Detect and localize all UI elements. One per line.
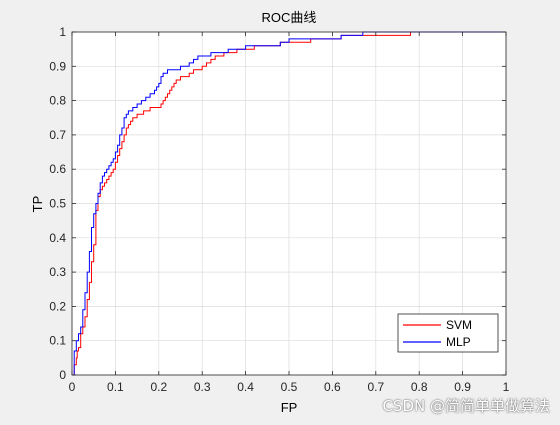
x-tick-label: 1 xyxy=(503,380,510,394)
y-tick-label: 0 xyxy=(59,368,66,382)
y-tick-label: 0.2 xyxy=(49,299,66,313)
x-tick-label: 0.8 xyxy=(411,380,428,394)
watermark: CSDN @简简单单做算法 xyxy=(382,397,550,415)
x-axis-label: FP xyxy=(281,400,298,415)
x-tick-label: 0 xyxy=(69,380,76,394)
legend-item-mlp[interactable]: MLP xyxy=(403,335,471,349)
x-tick-label: 0.1 xyxy=(107,380,124,394)
legend-item-svm[interactable]: SVM xyxy=(403,318,472,332)
x-tick-label: 0.6 xyxy=(324,380,341,394)
y-tick-label: 0.9 xyxy=(49,59,66,73)
legend-box xyxy=(397,313,499,353)
y-tick-label: 0.8 xyxy=(49,94,66,108)
y-tick-label: 0.5 xyxy=(49,197,66,211)
y-tick-label: 0.3 xyxy=(49,265,66,279)
ticks: 0 0.1 0.2 0.3 0.4 0.5 0.6 0.7 0.8 0.9 1 0 0.1 0.2 0.3 0… xyxy=(49,25,509,394)
x-tick-label: 0.5 xyxy=(281,380,298,394)
series-line-svm xyxy=(72,32,411,376)
y-tick-label: 0.1 xyxy=(49,334,66,348)
y-tick-label: 0.7 xyxy=(49,128,66,142)
x-tick-label: 0.2 xyxy=(150,380,167,394)
chart-title: ROC曲线 xyxy=(262,10,317,25)
series-line-mlp xyxy=(72,31,506,376)
x-tick-label: 0.7 xyxy=(367,380,384,394)
legend-label: MLP xyxy=(446,335,471,349)
y-tick-label: 0.4 xyxy=(49,231,66,245)
x-tick-label: 0.4 xyxy=(237,380,254,394)
y-tick-label: 0.6 xyxy=(49,162,66,176)
y-tick-label: 1 xyxy=(59,25,66,39)
series-layer xyxy=(72,31,506,376)
legend-label: SVM xyxy=(446,318,472,332)
legend[interactable]: SVM MLP xyxy=(397,313,499,353)
y-axis-label: TP xyxy=(30,196,45,213)
x-tick-label: 0.9 xyxy=(454,380,471,394)
x-tick-label: 0.3 xyxy=(194,380,211,394)
